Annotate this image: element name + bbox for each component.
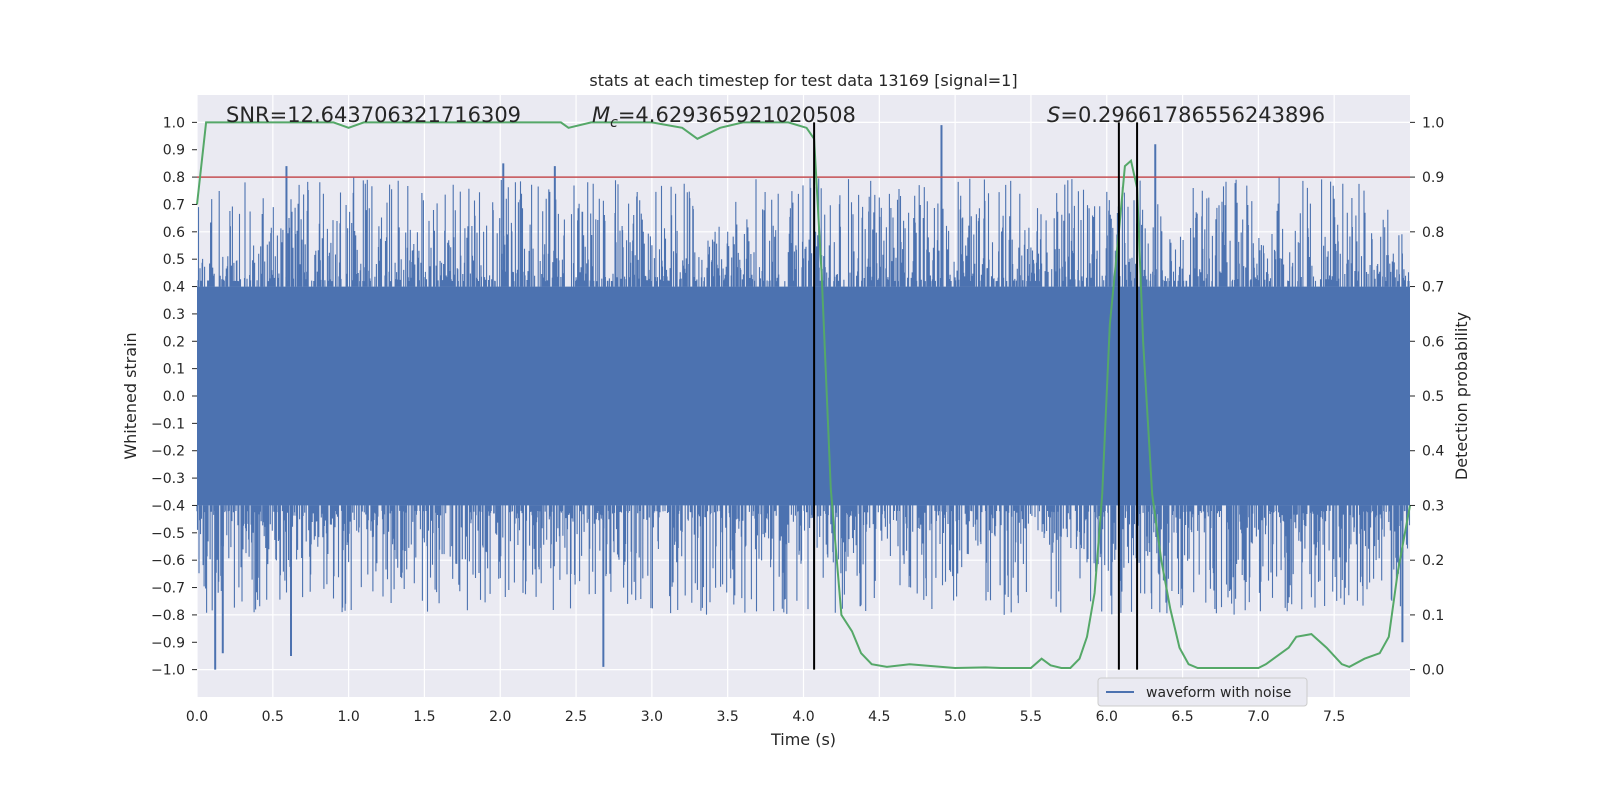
y-tick-label: −0.3	[151, 471, 185, 487]
y-tick-label: 1.0	[163, 115, 185, 131]
y-tick-label: 0.7	[163, 197, 185, 213]
y2-axis-ticks: 1.0 0.9 0.8 0.7 0.6 0.5 0.4 0.3 0.2 0.1 0.0	[1410, 115, 1444, 679]
y2-tick-label: 0.5	[1422, 389, 1444, 405]
y-tick-label: 0.1	[163, 362, 185, 378]
y2-tick-label: 0.2	[1422, 553, 1444, 569]
legend-entry-waveform: waveform with noise	[1146, 685, 1291, 701]
y-tick-label: 0.5	[163, 252, 185, 268]
y2-tick-label: 0.4	[1422, 444, 1444, 460]
y-tick-label: 0.3	[163, 307, 185, 323]
legend-box	[1097, 677, 1308, 707]
chart-title: stats at each timestep for test data 131…	[589, 71, 1017, 90]
waveform-core-band	[197, 286, 1410, 506]
y2-tick-label: 0.8	[1422, 225, 1444, 241]
y-tick-label: 0.4	[163, 280, 185, 296]
mc-symbol: M	[592, 103, 610, 127]
y-tick-label: −0.5	[151, 526, 185, 542]
y-tick-label: −0.9	[151, 635, 185, 651]
x-tick-label: 5.5	[1020, 709, 1042, 725]
x-tick-label: 0.0	[186, 709, 208, 725]
y-tick-label: −1.0	[151, 663, 185, 679]
legend: waveform with noise	[1097, 677, 1308, 707]
y-tick-label: −0.6	[151, 553, 185, 569]
y-tick-label: −0.8	[151, 608, 185, 624]
x-axis-label: Time (s)	[770, 730, 836, 749]
y-axis-ticks: 1.0 0.9 0.8 0.7 0.6 0.5 0.4 0.3 0.2 0.1 0.0 −0.1 −0.…	[151, 115, 197, 679]
x-tick-label: 2.0	[489, 709, 511, 725]
y-axis-label: Whitened strain	[121, 332, 140, 459]
x-tick-label: 4.5	[868, 709, 890, 725]
x-tick-label: 7.0	[1247, 709, 1269, 725]
y2-tick-label: 0.0	[1422, 663, 1444, 679]
mc-subscript: c	[610, 115, 618, 131]
x-tick-label: 5.0	[944, 709, 966, 725]
y-tick-label: −0.4	[151, 498, 185, 514]
y-tick-label: 0.6	[163, 225, 185, 241]
detection-probability-line	[196, 121, 1411, 670]
s-symbol: S	[1047, 103, 1060, 127]
x-tick-label: 3.5	[717, 709, 739, 725]
x-tick-label: 7.5	[1323, 709, 1345, 725]
y2-tick-label: 1.0	[1422, 115, 1444, 131]
y-tick-label: 0.9	[163, 143, 185, 159]
y-tick-label: −0.2	[151, 444, 185, 460]
y2-tick-label: 0.9	[1422, 170, 1444, 186]
x-tick-label: 3.0	[641, 709, 663, 725]
snr-annotation: SNR=12.643706321716309	[226, 103, 521, 127]
x-axis-ticks: 0.0 0.5 1.0 1.5 2.0 2.5 3.0 3.5 4.0 4.5 5.0 5.5 6.0 6…	[186, 709, 1345, 725]
x-tick-label: 0.5	[262, 709, 284, 725]
y-tick-label: 0.0	[163, 389, 185, 405]
x-tick-label: 1.5	[413, 709, 435, 725]
vertical-markers	[813, 122, 1139, 670]
x-tick-label: 4.0	[792, 709, 814, 725]
x-tick-label: 1.0	[337, 709, 359, 725]
y2-axis-label: Detection probability	[1452, 312, 1471, 480]
x-tick-label: 6.5	[1171, 709, 1193, 725]
y2-tick-label: 0.6	[1422, 334, 1444, 350]
s-value: =0.29661786556243896	[1060, 103, 1325, 127]
y-tick-label: −0.1	[151, 416, 185, 432]
mc-value: =4.629365921020508	[618, 103, 856, 127]
waveform-noise-path	[196, 177, 1411, 615]
chirp-mass-annotation: Mc=4.629365921020508	[592, 103, 856, 131]
s-annotation: S=0.29661786556243896	[1047, 103, 1325, 127]
y-tick-label: 0.8	[163, 170, 185, 186]
waveform-series	[196, 125, 1411, 670]
y2-tick-label: 0.7	[1422, 280, 1444, 296]
y-tick-label: −0.7	[151, 581, 185, 597]
y2-tick-label: 0.3	[1422, 498, 1444, 514]
y2-tick-label: 0.1	[1422, 608, 1444, 624]
y-tick-label: 0.2	[163, 334, 185, 350]
x-tick-label: 6.0	[1096, 709, 1118, 725]
x-tick-label: 2.5	[565, 709, 587, 725]
